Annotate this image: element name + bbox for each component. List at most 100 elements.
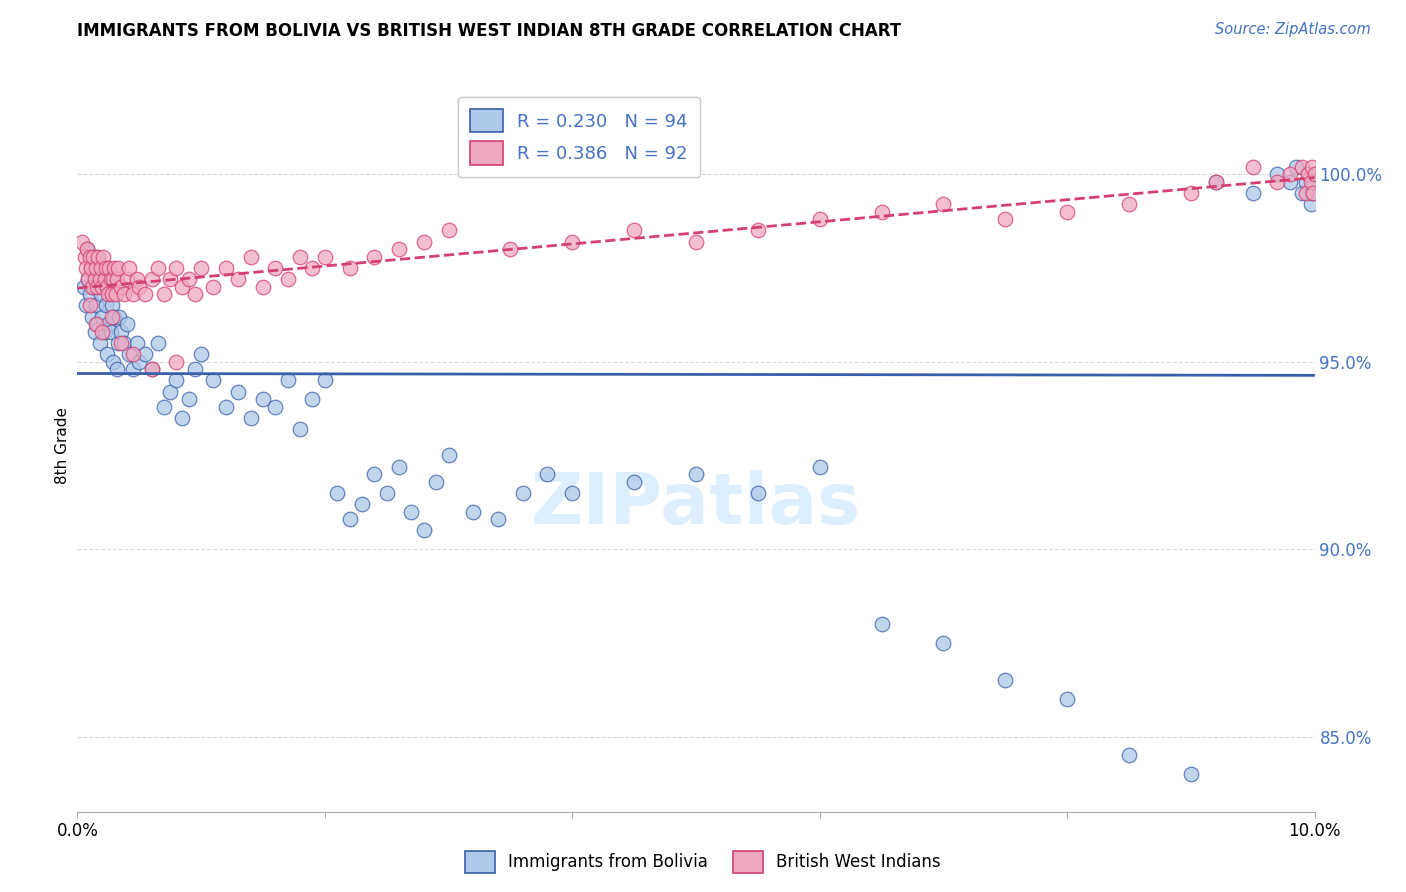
- Point: [172, 410, 194, 425]
- Point: [314, 373, 336, 387]
- Point: [82, 279, 104, 293]
- Point: [499, 242, 522, 256]
- Point: [141, 272, 163, 286]
- Point: [177, 272, 200, 286]
- Point: [91, 250, 114, 264]
- Point: [146, 260, 169, 275]
- Point: [118, 347, 141, 361]
- Point: [252, 279, 274, 293]
- Point: [115, 317, 138, 331]
- Point: [93, 272, 115, 286]
- Point: [94, 260, 117, 275]
- Point: [623, 475, 645, 489]
- Point: [118, 260, 141, 275]
- Point: [77, 272, 100, 286]
- Point: [685, 467, 707, 482]
- Point: [115, 272, 138, 286]
- Point: [401, 505, 423, 519]
- Point: [412, 524, 434, 538]
- Point: [82, 279, 104, 293]
- Point: [134, 347, 156, 361]
- Point: [1180, 767, 1202, 781]
- Point: [177, 392, 200, 406]
- Point: [339, 512, 361, 526]
- Point: [1205, 175, 1227, 189]
- Point: [89, 272, 111, 286]
- Point: [264, 400, 287, 414]
- Point: [190, 347, 212, 361]
- Point: [239, 250, 262, 264]
- Point: [87, 250, 110, 264]
- Point: [110, 335, 132, 350]
- Point: [112, 335, 135, 350]
- Point: [202, 373, 225, 387]
- Point: [104, 279, 127, 293]
- Point: [107, 260, 129, 275]
- Point: [159, 384, 181, 399]
- Point: [623, 223, 645, 237]
- Point: [75, 298, 97, 312]
- Point: [1299, 197, 1322, 211]
- Point: [72, 235, 94, 249]
- Point: [1291, 186, 1313, 200]
- Point: [172, 279, 194, 293]
- Point: [128, 279, 150, 293]
- Point: [91, 310, 114, 324]
- Point: [1278, 175, 1301, 189]
- Point: [463, 505, 485, 519]
- Point: [84, 260, 107, 275]
- Point: [561, 235, 583, 249]
- Point: [79, 298, 101, 312]
- Point: [84, 317, 107, 331]
- Point: [101, 298, 124, 312]
- Point: [89, 335, 111, 350]
- Point: [1302, 175, 1324, 189]
- Point: [808, 212, 831, 227]
- Point: [84, 250, 107, 264]
- Point: [412, 235, 434, 249]
- Point: [103, 310, 125, 324]
- Point: [1302, 186, 1324, 200]
- Point: [76, 242, 98, 256]
- Point: [1278, 167, 1301, 181]
- Point: [141, 362, 163, 376]
- Point: [105, 272, 128, 286]
- Point: [104, 287, 127, 301]
- Point: [1298, 167, 1320, 181]
- Point: [103, 354, 125, 368]
- Point: [93, 325, 115, 339]
- Point: [1180, 186, 1202, 200]
- Point: [277, 373, 299, 387]
- Point: [128, 354, 150, 368]
- Point: [437, 223, 460, 237]
- Point: [994, 673, 1017, 688]
- Point: [153, 287, 176, 301]
- Point: [1241, 186, 1264, 200]
- Point: [339, 260, 361, 275]
- Point: [110, 279, 132, 293]
- Point: [122, 347, 145, 361]
- Point: [75, 260, 97, 275]
- Point: [239, 410, 262, 425]
- Point: [1299, 175, 1322, 189]
- Point: [97, 317, 120, 331]
- Point: [165, 354, 187, 368]
- Point: [808, 459, 831, 474]
- Point: [103, 260, 125, 275]
- Point: [1205, 175, 1227, 189]
- Point: [1303, 167, 1326, 181]
- Point: [932, 636, 955, 650]
- Point: [87, 272, 110, 286]
- Point: [184, 287, 207, 301]
- Point: [83, 325, 105, 339]
- Point: [1267, 175, 1289, 189]
- Y-axis label: 8th Grade: 8th Grade: [55, 408, 70, 484]
- Point: [561, 486, 583, 500]
- Point: [105, 362, 128, 376]
- Point: [363, 250, 385, 264]
- Point: [103, 272, 125, 286]
- Point: [1118, 197, 1140, 211]
- Point: [98, 272, 121, 286]
- Point: [80, 260, 103, 275]
- Point: [1267, 167, 1289, 181]
